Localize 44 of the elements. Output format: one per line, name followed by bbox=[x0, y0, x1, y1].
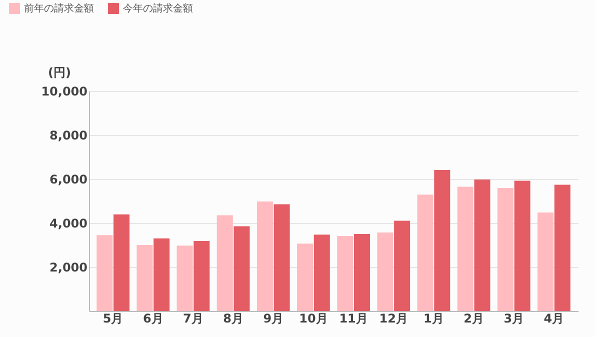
bar bbox=[457, 186, 474, 311]
bar bbox=[394, 220, 410, 311]
x-tick-label: 3月 bbox=[504, 312, 524, 326]
x-tick-label: 9月 bbox=[263, 312, 284, 326]
y-axis-title: (円) bbox=[48, 66, 71, 80]
bar bbox=[297, 244, 314, 311]
y-tick-label: 2,000 bbox=[50, 260, 88, 274]
x-tick-label: 11月 bbox=[339, 312, 368, 326]
x-tick-label: 10月 bbox=[299, 312, 328, 326]
bar bbox=[216, 215, 233, 311]
bar bbox=[256, 201, 273, 311]
y-tick-label: 8,000 bbox=[50, 128, 88, 142]
bar bbox=[354, 234, 370, 311]
y-tick-label: 6,000 bbox=[50, 172, 88, 186]
x-tick-label: 8月 bbox=[223, 312, 244, 326]
x-tick-label: 6月 bbox=[142, 312, 164, 326]
bar bbox=[176, 246, 193, 311]
bar bbox=[434, 170, 450, 311]
bar bbox=[554, 184, 570, 311]
legend-label: 前年の請求金額 bbox=[24, 2, 94, 15]
bar bbox=[274, 204, 290, 311]
y-tick-label: 10,000 bbox=[41, 84, 88, 98]
bar bbox=[417, 194, 434, 311]
bar bbox=[113, 214, 130, 311]
bar bbox=[234, 226, 250, 311]
x-tick-label: 12月 bbox=[379, 312, 408, 326]
bar bbox=[154, 238, 170, 311]
x-tick-label: 7月 bbox=[183, 312, 204, 326]
x-tick-label: 4月 bbox=[544, 312, 564, 326]
bar bbox=[497, 188, 514, 311]
legend-label: 今年の請求金額 bbox=[123, 2, 193, 15]
y-tick-label: 4,000 bbox=[50, 216, 88, 230]
x-tick-label: 5月 bbox=[102, 312, 124, 326]
bar bbox=[538, 212, 554, 311]
bar bbox=[136, 245, 153, 311]
bar bbox=[514, 180, 530, 311]
bar bbox=[314, 234, 330, 311]
bar bbox=[96, 235, 113, 311]
x-tick-label: 1月 bbox=[424, 312, 444, 326]
bar bbox=[194, 241, 210, 311]
bar bbox=[337, 236, 354, 311]
x-tick-label: 2月 bbox=[464, 312, 484, 326]
bar bbox=[377, 232, 394, 311]
bar bbox=[474, 179, 490, 311]
